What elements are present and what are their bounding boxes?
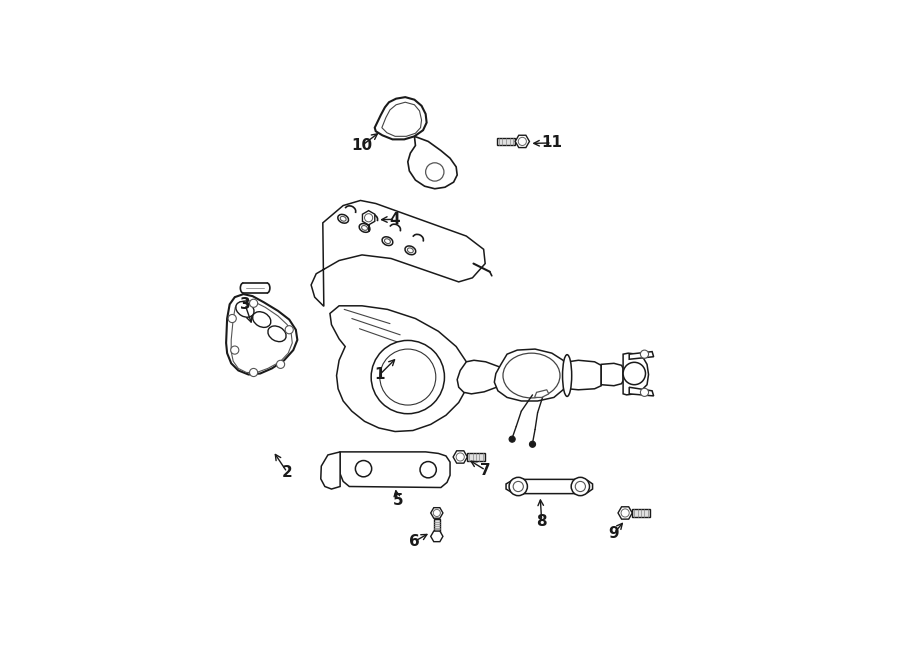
Circle shape [513, 481, 523, 492]
Polygon shape [497, 138, 515, 145]
Text: 1: 1 [374, 367, 385, 382]
Text: 4: 4 [390, 212, 400, 227]
Ellipse shape [408, 248, 413, 253]
Polygon shape [623, 353, 649, 395]
Polygon shape [431, 508, 443, 518]
Polygon shape [226, 294, 297, 375]
Circle shape [509, 436, 515, 442]
Text: 5: 5 [392, 493, 403, 508]
Circle shape [641, 350, 649, 358]
Ellipse shape [562, 355, 572, 397]
Ellipse shape [236, 301, 254, 317]
Polygon shape [457, 360, 507, 394]
Circle shape [276, 360, 284, 368]
Circle shape [230, 346, 238, 354]
Polygon shape [568, 360, 601, 390]
Circle shape [380, 349, 436, 405]
Text: 9: 9 [608, 525, 619, 541]
Polygon shape [330, 306, 469, 432]
Circle shape [249, 299, 257, 307]
Ellipse shape [253, 312, 271, 327]
Polygon shape [601, 364, 623, 386]
Polygon shape [494, 349, 568, 401]
Ellipse shape [362, 225, 367, 230]
Circle shape [228, 315, 237, 323]
Ellipse shape [359, 223, 370, 232]
Polygon shape [431, 531, 443, 541]
Circle shape [285, 326, 293, 334]
Circle shape [509, 477, 527, 496]
Text: 11: 11 [541, 136, 562, 151]
Circle shape [529, 441, 535, 447]
Polygon shape [408, 136, 457, 189]
Ellipse shape [338, 214, 348, 223]
Polygon shape [515, 136, 529, 147]
Circle shape [572, 477, 590, 496]
Polygon shape [320, 452, 340, 489]
Text: 10: 10 [351, 138, 373, 153]
Text: 3: 3 [239, 297, 250, 312]
Circle shape [518, 137, 526, 145]
Circle shape [433, 510, 440, 516]
Circle shape [623, 362, 645, 385]
Circle shape [356, 461, 372, 477]
Circle shape [621, 509, 629, 517]
Ellipse shape [340, 216, 346, 221]
Text: 7: 7 [481, 463, 491, 478]
Circle shape [371, 340, 445, 414]
Polygon shape [535, 390, 549, 397]
Circle shape [420, 461, 436, 478]
Text: 2: 2 [282, 465, 292, 480]
Ellipse shape [384, 239, 391, 244]
Polygon shape [467, 453, 485, 461]
Polygon shape [374, 97, 427, 139]
Polygon shape [633, 510, 650, 516]
Polygon shape [506, 479, 592, 494]
Circle shape [456, 453, 464, 461]
Text: 8: 8 [536, 514, 547, 529]
Ellipse shape [405, 246, 416, 254]
Polygon shape [434, 519, 440, 534]
Polygon shape [618, 507, 633, 519]
Polygon shape [311, 200, 485, 306]
Polygon shape [629, 352, 653, 360]
Circle shape [641, 388, 649, 397]
Circle shape [364, 214, 373, 222]
Circle shape [426, 163, 444, 181]
Ellipse shape [382, 237, 392, 245]
Ellipse shape [268, 326, 286, 342]
Circle shape [249, 368, 257, 377]
Polygon shape [453, 451, 467, 463]
Polygon shape [629, 387, 653, 396]
Polygon shape [340, 452, 450, 488]
Circle shape [575, 481, 585, 492]
Polygon shape [363, 211, 374, 225]
Text: 6: 6 [409, 534, 419, 549]
